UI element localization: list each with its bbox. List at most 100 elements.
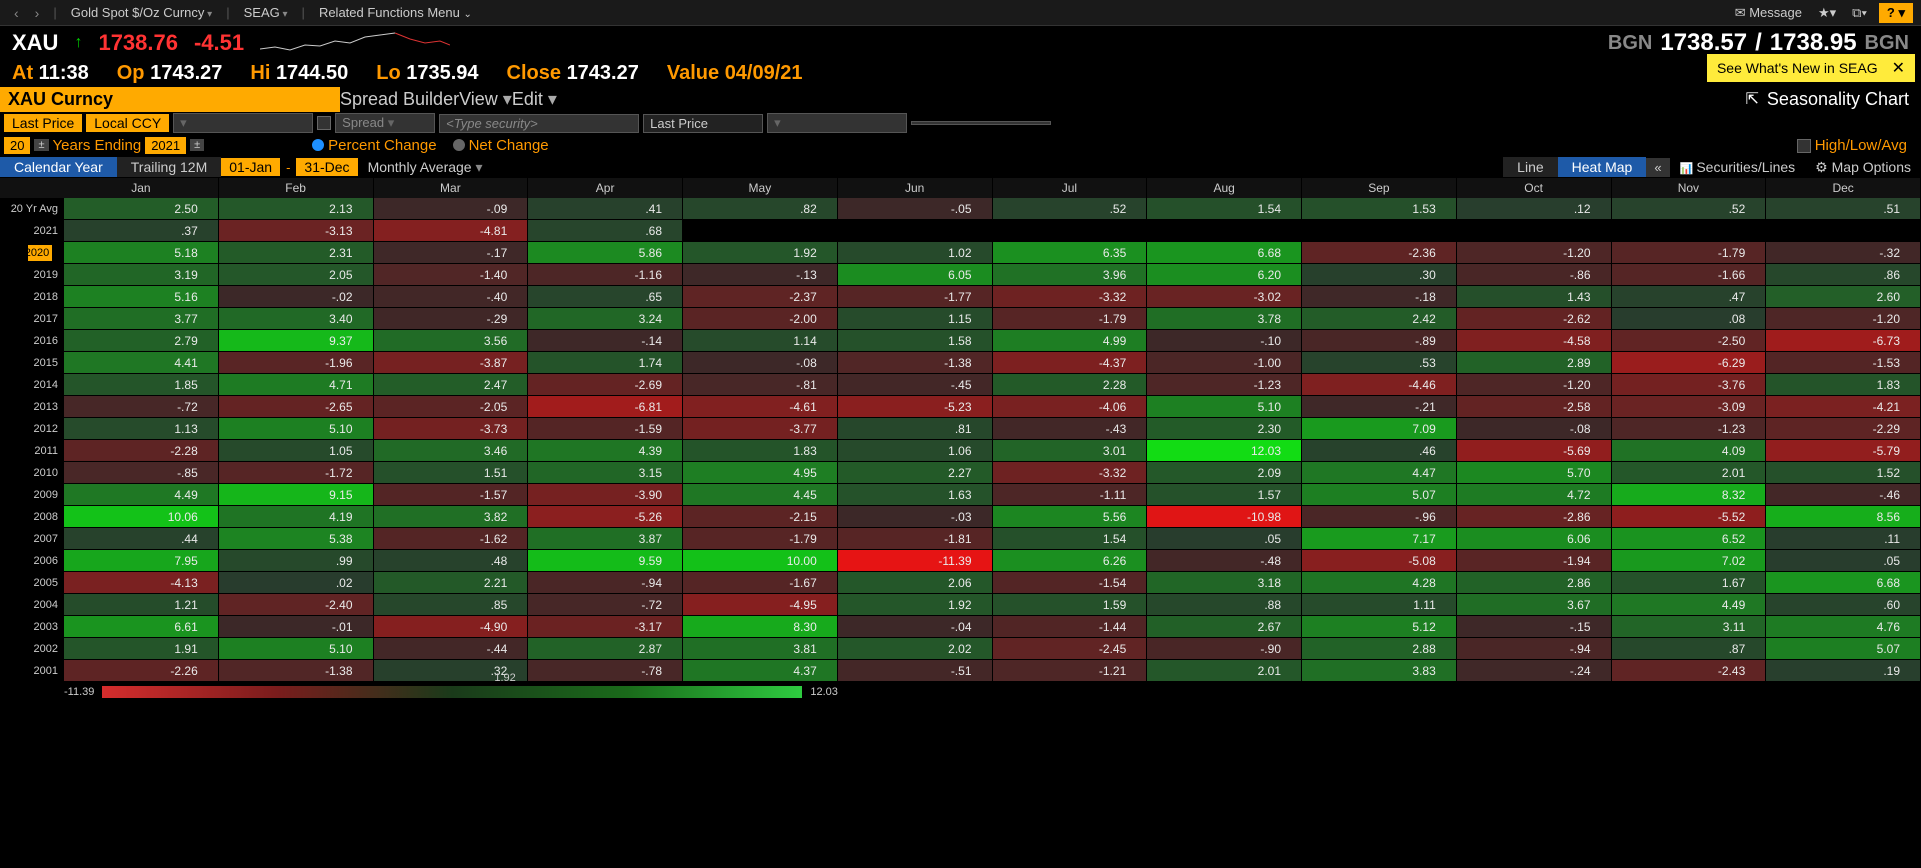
heatmap-cell[interactable]: -.94 [528,572,682,594]
check-1[interactable] [317,116,331,130]
heatmap-cell[interactable]: .48 [374,550,528,572]
heatmap-cell[interactable]: .82 [683,198,837,220]
heatmap-cell[interactable]: .05 [1766,550,1920,572]
year-input[interactable]: 2021 [145,137,186,154]
heatmap-cell[interactable]: -2.58 [1457,396,1611,418]
heatmap-cell[interactable]: 3.15 [528,462,682,484]
message-icon[interactable]: ✉ Message [1731,5,1806,21]
heatmap-cell[interactable]: -1.38 [219,660,373,682]
heatmap-cell[interactable]: 1.02 [838,242,992,264]
heatmap-cell[interactable]: -3.17 [528,616,682,638]
heatmap-cell[interactable]: .37 [64,220,218,242]
heatmap-cell[interactable]: 3.19 [64,264,218,286]
heatmap-cell[interactable]: 1.52 [1766,462,1920,484]
heatmap-cell[interactable]: -2.28 [64,440,218,462]
heatmap-cell[interactable]: -1.38 [838,352,992,374]
heatmap-cell[interactable]: -3.76 [1612,374,1766,396]
heatmap-cell[interactable] [1766,220,1920,242]
heatmap-cell[interactable]: -5.69 [1457,440,1611,462]
heatmap-cell[interactable]: -1.59 [528,418,682,440]
heatmap-cell[interactable]: 4.95 [683,462,837,484]
heatmap-cell[interactable]: .85 [374,594,528,616]
heatmap-cell[interactable]: .86 [1766,264,1920,286]
heatmap-cell[interactable]: 5.10 [1147,396,1301,418]
chevron-left-icon[interactable]: « [1646,158,1669,177]
heatmap-cell[interactable]: 6.52 [1612,528,1766,550]
monthly-average-dropdown[interactable]: Monthly Average [358,157,493,178]
nav-fwd-icon[interactable]: › [29,5,46,21]
heatmap-cell[interactable]: -1.67 [683,572,837,594]
nav-back-icon[interactable]: ‹ [8,5,25,21]
view-dropdown[interactable]: View [459,89,512,110]
heatmap-cell[interactable]: .30 [1302,264,1456,286]
heatmap-cell[interactable]: -2.65 [219,396,373,418]
heatmap-cell[interactable]: -1.00 [1147,352,1301,374]
heatmap-cell[interactable]: -2.36 [1302,242,1456,264]
heatmap-cell[interactable]: -1.72 [219,462,373,484]
heatmap-cell[interactable]: -.18 [1302,286,1456,308]
heatmap-cell[interactable]: 6.68 [1766,572,1920,594]
heatmap-cell[interactable]: 1.92 [683,242,837,264]
heatmap-cell[interactable]: 2.13 [219,198,373,220]
panel-icon[interactable]: ⧉▾ [1848,5,1871,21]
heatmap-cell[interactable]: -.94 [1457,638,1611,660]
heatmap-cell[interactable]: -2.62 [1457,308,1611,330]
heatmap-cell[interactable]: 1.83 [1766,374,1920,396]
heatmap-tab[interactable]: Heat Map [1558,157,1647,177]
heatmap-cell[interactable]: -1.23 [1612,418,1766,440]
heatmap-cell[interactable]: 6.06 [1457,528,1611,550]
heatmap-cell[interactable]: 1.57 [1147,484,1301,506]
heatmap-cell[interactable]: 3.82 [374,506,528,528]
heatmap-cell[interactable]: 4.99 [993,330,1147,352]
heatmap-cell[interactable]: 2.21 [374,572,528,594]
heatmap-cell[interactable]: -.81 [683,374,837,396]
heatmap-cell[interactable]: 2.28 [993,374,1147,396]
heatmap-cell[interactable]: 10.00 [683,550,837,572]
heatmap-cell[interactable]: -2.29 [1766,418,1920,440]
heatmap-cell[interactable]: .81 [838,418,992,440]
heatmap-cell[interactable]: -3.02 [1147,286,1301,308]
heatmap-cell[interactable]: -2.86 [1457,506,1611,528]
heatmap-cell[interactable]: -5.79 [1766,440,1920,462]
heatmap-cell[interactable]: .52 [1612,198,1766,220]
type-security-input[interactable]: <Type security> [439,114,639,133]
blank-select-1[interactable] [173,113,313,133]
heatmap-cell[interactable]: 2.67 [1147,616,1301,638]
heatmap-cell[interactable]: 6.61 [64,616,218,638]
heatmap-cell[interactable]: 5.10 [219,418,373,440]
heatmap-cell[interactable]: -.05 [838,198,992,220]
heatmap-cell[interactable]: 2.02 [838,638,992,660]
heatmap-cell[interactable]: 6.05 [838,264,992,286]
heatmap-cell[interactable]: .68 [528,220,682,242]
heatmap-cell[interactable] [683,220,837,242]
heatmap-cell[interactable]: -.90 [1147,638,1301,660]
heatmap-cell[interactable]: 10.06 [64,506,218,528]
heatmap-cell[interactable]: 4.72 [1457,484,1611,506]
heatmap-cell[interactable]: 1.54 [1147,198,1301,220]
heatmap-cell[interactable] [1147,220,1301,242]
export-icon[interactable]: ⇱ [1746,89,1759,109]
heatmap-cell[interactable]: 8.32 [1612,484,1766,506]
line-tab[interactable]: Line [1503,157,1557,177]
heatmap-cell[interactable]: -1.79 [683,528,837,550]
heatmap-cell[interactable]: -.04 [838,616,992,638]
heatmap-cell[interactable]: -2.26 [64,660,218,682]
heatmap-cell[interactable]: -.44 [374,638,528,660]
heatmap-cell[interactable]: 4.19 [219,506,373,528]
star-icon[interactable]: ★▾ [1814,5,1840,21]
heatmap-cell[interactable]: 1.05 [219,440,373,462]
heatmap-cell[interactable]: 3.40 [219,308,373,330]
heatmap-cell[interactable]: 2.42 [1302,308,1456,330]
heatmap-cell[interactable]: 1.13 [64,418,218,440]
heatmap-cell[interactable]: 4.76 [1766,616,1920,638]
heatmap-cell[interactable]: .12 [1457,198,1611,220]
heatmap-cell[interactable]: 2.79 [64,330,218,352]
date-to-input[interactable]: 31-Dec [296,158,357,176]
security-name-box[interactable]: XAU Curncy [0,87,340,112]
security-dropdown[interactable]: Gold Spot $/Oz Curncy [65,5,218,20]
whats-new-banner[interactable]: See What's New in SEAG ✕ [1707,54,1915,82]
heatmap-cell[interactable]: 1.85 [64,374,218,396]
heatmap-cell[interactable]: 2.06 [838,572,992,594]
heatmap-cell[interactable]: -.40 [374,286,528,308]
heatmap-cell[interactable]: 4.28 [1302,572,1456,594]
